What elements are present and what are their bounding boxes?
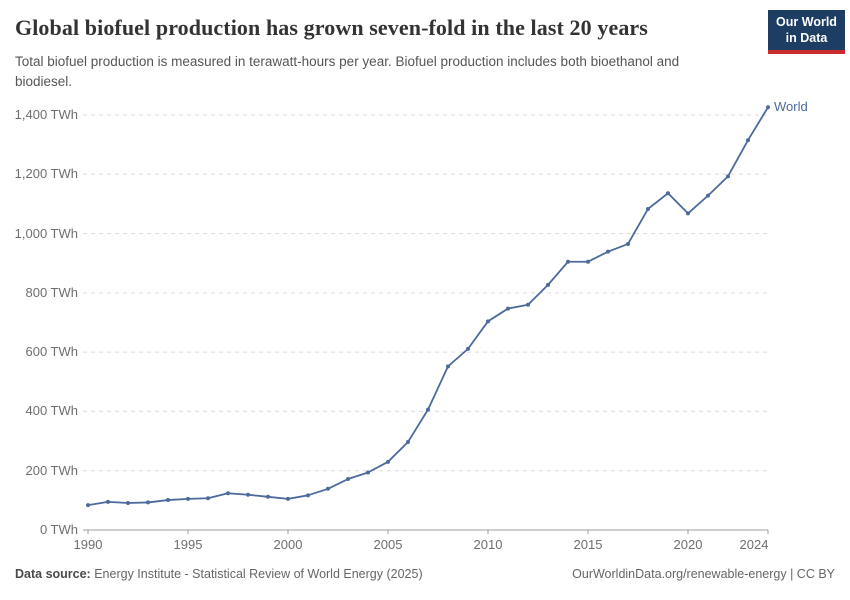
y-axis-label: 1,200 TWh — [14, 166, 78, 182]
data-point-marker[interactable] — [706, 193, 710, 198]
data-point-marker[interactable] — [686, 211, 690, 216]
series-end-label[interactable]: World — [774, 99, 808, 115]
data-point-marker[interactable] — [406, 439, 410, 444]
data-source-label: Data source: — [15, 567, 91, 581]
data-point-marker[interactable] — [626, 241, 630, 246]
y-axis-label: 400 TWh — [25, 403, 78, 419]
series-line-world — [87, 106, 769, 507]
chart-title: Global biofuel production has grown seve… — [15, 15, 648, 40]
data-point-marker[interactable] — [226, 491, 230, 496]
data-point-marker[interactable] — [546, 282, 550, 287]
data-point-marker[interactable] — [746, 138, 750, 143]
data-point-marker[interactable] — [106, 499, 110, 504]
x-axis-label: 2010 — [473, 537, 503, 552]
x-axis-label: 2000 — [273, 537, 303, 552]
y-axis-label: 1,400 TWh — [14, 107, 78, 122]
x-axis-label: 2024 — [739, 537, 769, 552]
y-axis-label: 600 TWh — [25, 344, 78, 360]
x-axis-label: 2020 — [673, 537, 703, 552]
data-point-marker[interactable] — [606, 249, 610, 254]
x-axis-label: 1990 — [73, 537, 103, 552]
y-axis-label: 800 TWh — [25, 284, 78, 300]
data-point-marker[interactable] — [146, 500, 150, 505]
data-source: Data source: Energy Institute - Statisti… — [15, 567, 423, 581]
owid-logo-line1: Our World — [776, 15, 837, 29]
data-point-marker[interactable] — [586, 259, 590, 264]
data-point-marker[interactable] — [126, 501, 130, 506]
data-point-marker[interactable] — [346, 477, 350, 482]
data-point-marker[interactable] — [446, 364, 450, 369]
y-axis-label: 200 TWh — [25, 462, 78, 478]
data-point-marker[interactable] — [766, 105, 770, 110]
data-point-marker[interactable] — [426, 407, 430, 412]
data-point-marker[interactable] — [386, 459, 390, 464]
owid-logo-line2: in Data — [785, 30, 828, 45]
data-point-marker[interactable] — [306, 493, 310, 498]
x-axis-label: 2005 — [373, 537, 403, 552]
chart-subtitle: Total biofuel production is measured in … — [15, 54, 680, 90]
y-axis-label: 1,000 TWh — [14, 225, 78, 241]
chart-footer: Data source: Energy Institute - Statisti… — [15, 567, 835, 581]
data-point-marker[interactable] — [206, 496, 210, 501]
data-point-marker[interactable] — [286, 496, 290, 501]
y-axis-label: 0 TWh — [39, 522, 78, 537]
data-point-marker[interactable] — [566, 259, 570, 264]
data-point-marker[interactable] — [466, 346, 470, 351]
data-point-marker[interactable] — [266, 494, 270, 499]
data-point-marker[interactable] — [526, 302, 530, 307]
data-point-marker[interactable] — [726, 174, 730, 179]
footer-link[interactable]: OurWorldinData.org/renewable-energy | CC… — [572, 567, 835, 581]
x-axis-label: 1995 — [173, 537, 203, 552]
owid-logo: Our World in Data — [768, 10, 845, 55]
data-point-marker[interactable] — [486, 319, 490, 324]
x-axis-label: 2015 — [573, 537, 603, 552]
data-point-marker[interactable] — [666, 191, 670, 196]
data-point-marker[interactable] — [366, 470, 370, 475]
data-point-marker[interactable] — [186, 496, 190, 501]
data-point-marker[interactable] — [86, 503, 90, 508]
data-source-text: Energy Institute - Statistical Review of… — [94, 567, 423, 581]
data-point-marker[interactable] — [326, 486, 330, 491]
data-point-marker[interactable] — [166, 498, 170, 503]
data-point-marker[interactable] — [646, 206, 650, 211]
data-point-marker[interactable] — [506, 306, 510, 311]
data-point-marker[interactable] — [246, 492, 250, 497]
